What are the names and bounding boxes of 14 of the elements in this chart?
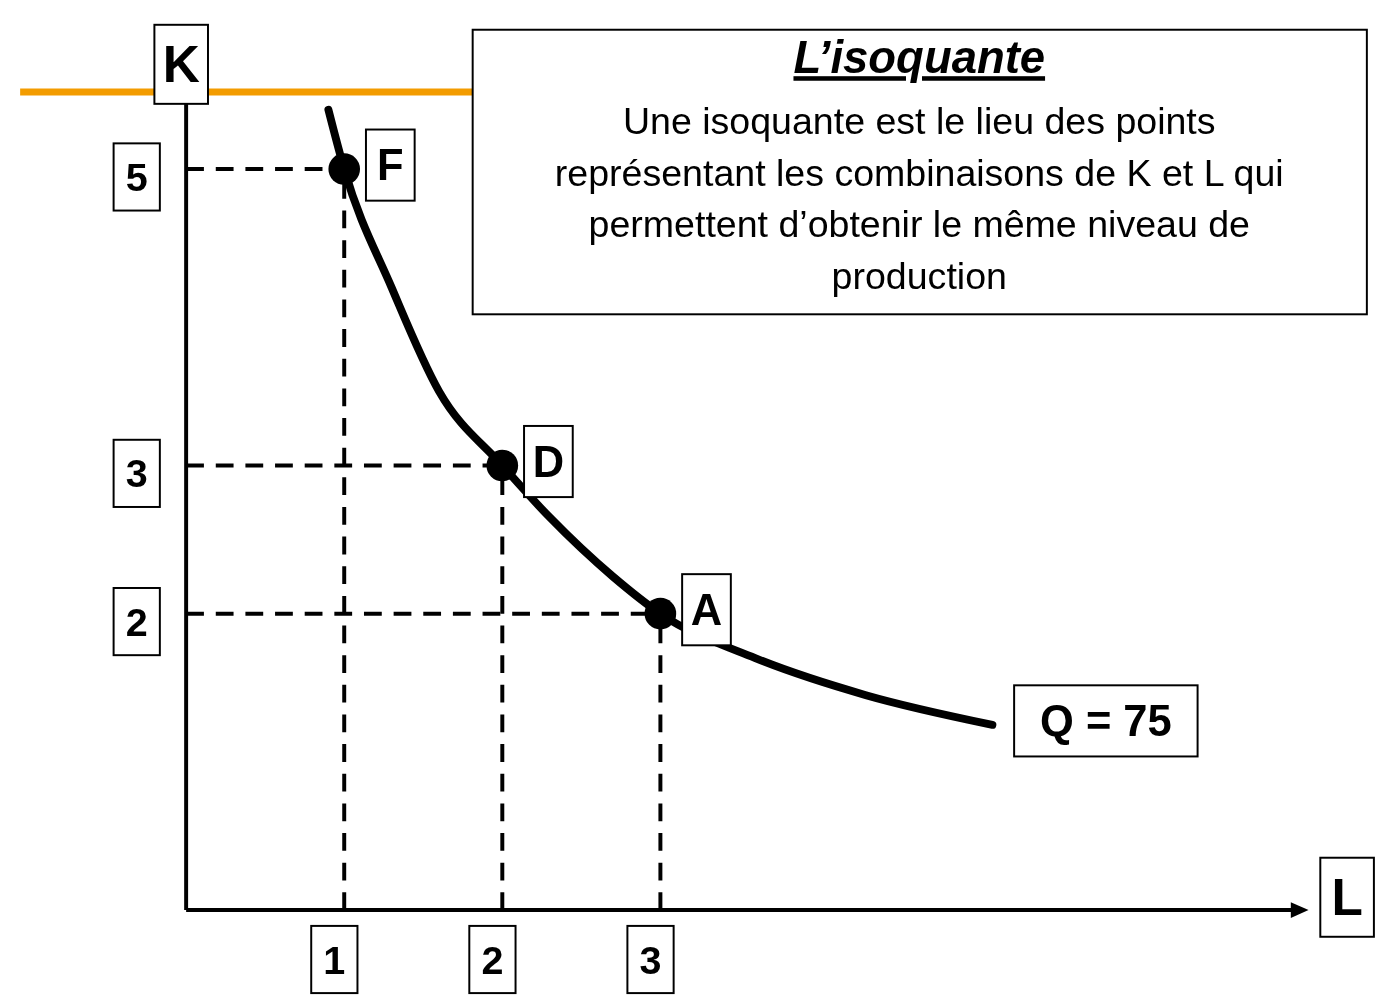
chart-title: L’isoquante	[793, 32, 1046, 84]
y-tick-label: 3	[125, 451, 148, 496]
x-tick-label: 3	[639, 937, 662, 982]
annotation: D	[532, 437, 565, 486]
y-tick-label: 5	[125, 154, 148, 199]
text: Une isoquante est le lieu des points représentant les combinaisons de K et L qui permettent d’obtenir le même niveau de production	[554, 100, 1284, 297]
annotation: Q = 75	[1040, 696, 1172, 745]
x-tick-label: 1	[323, 937, 346, 982]
x-tick-label: 2	[481, 937, 504, 982]
annotation: A	[690, 585, 723, 634]
annotation: F	[377, 141, 404, 190]
y-tick-label: 2	[125, 599, 148, 644]
y-axis-title: K	[162, 35, 200, 94]
x-axis-title: L	[1331, 868, 1363, 927]
